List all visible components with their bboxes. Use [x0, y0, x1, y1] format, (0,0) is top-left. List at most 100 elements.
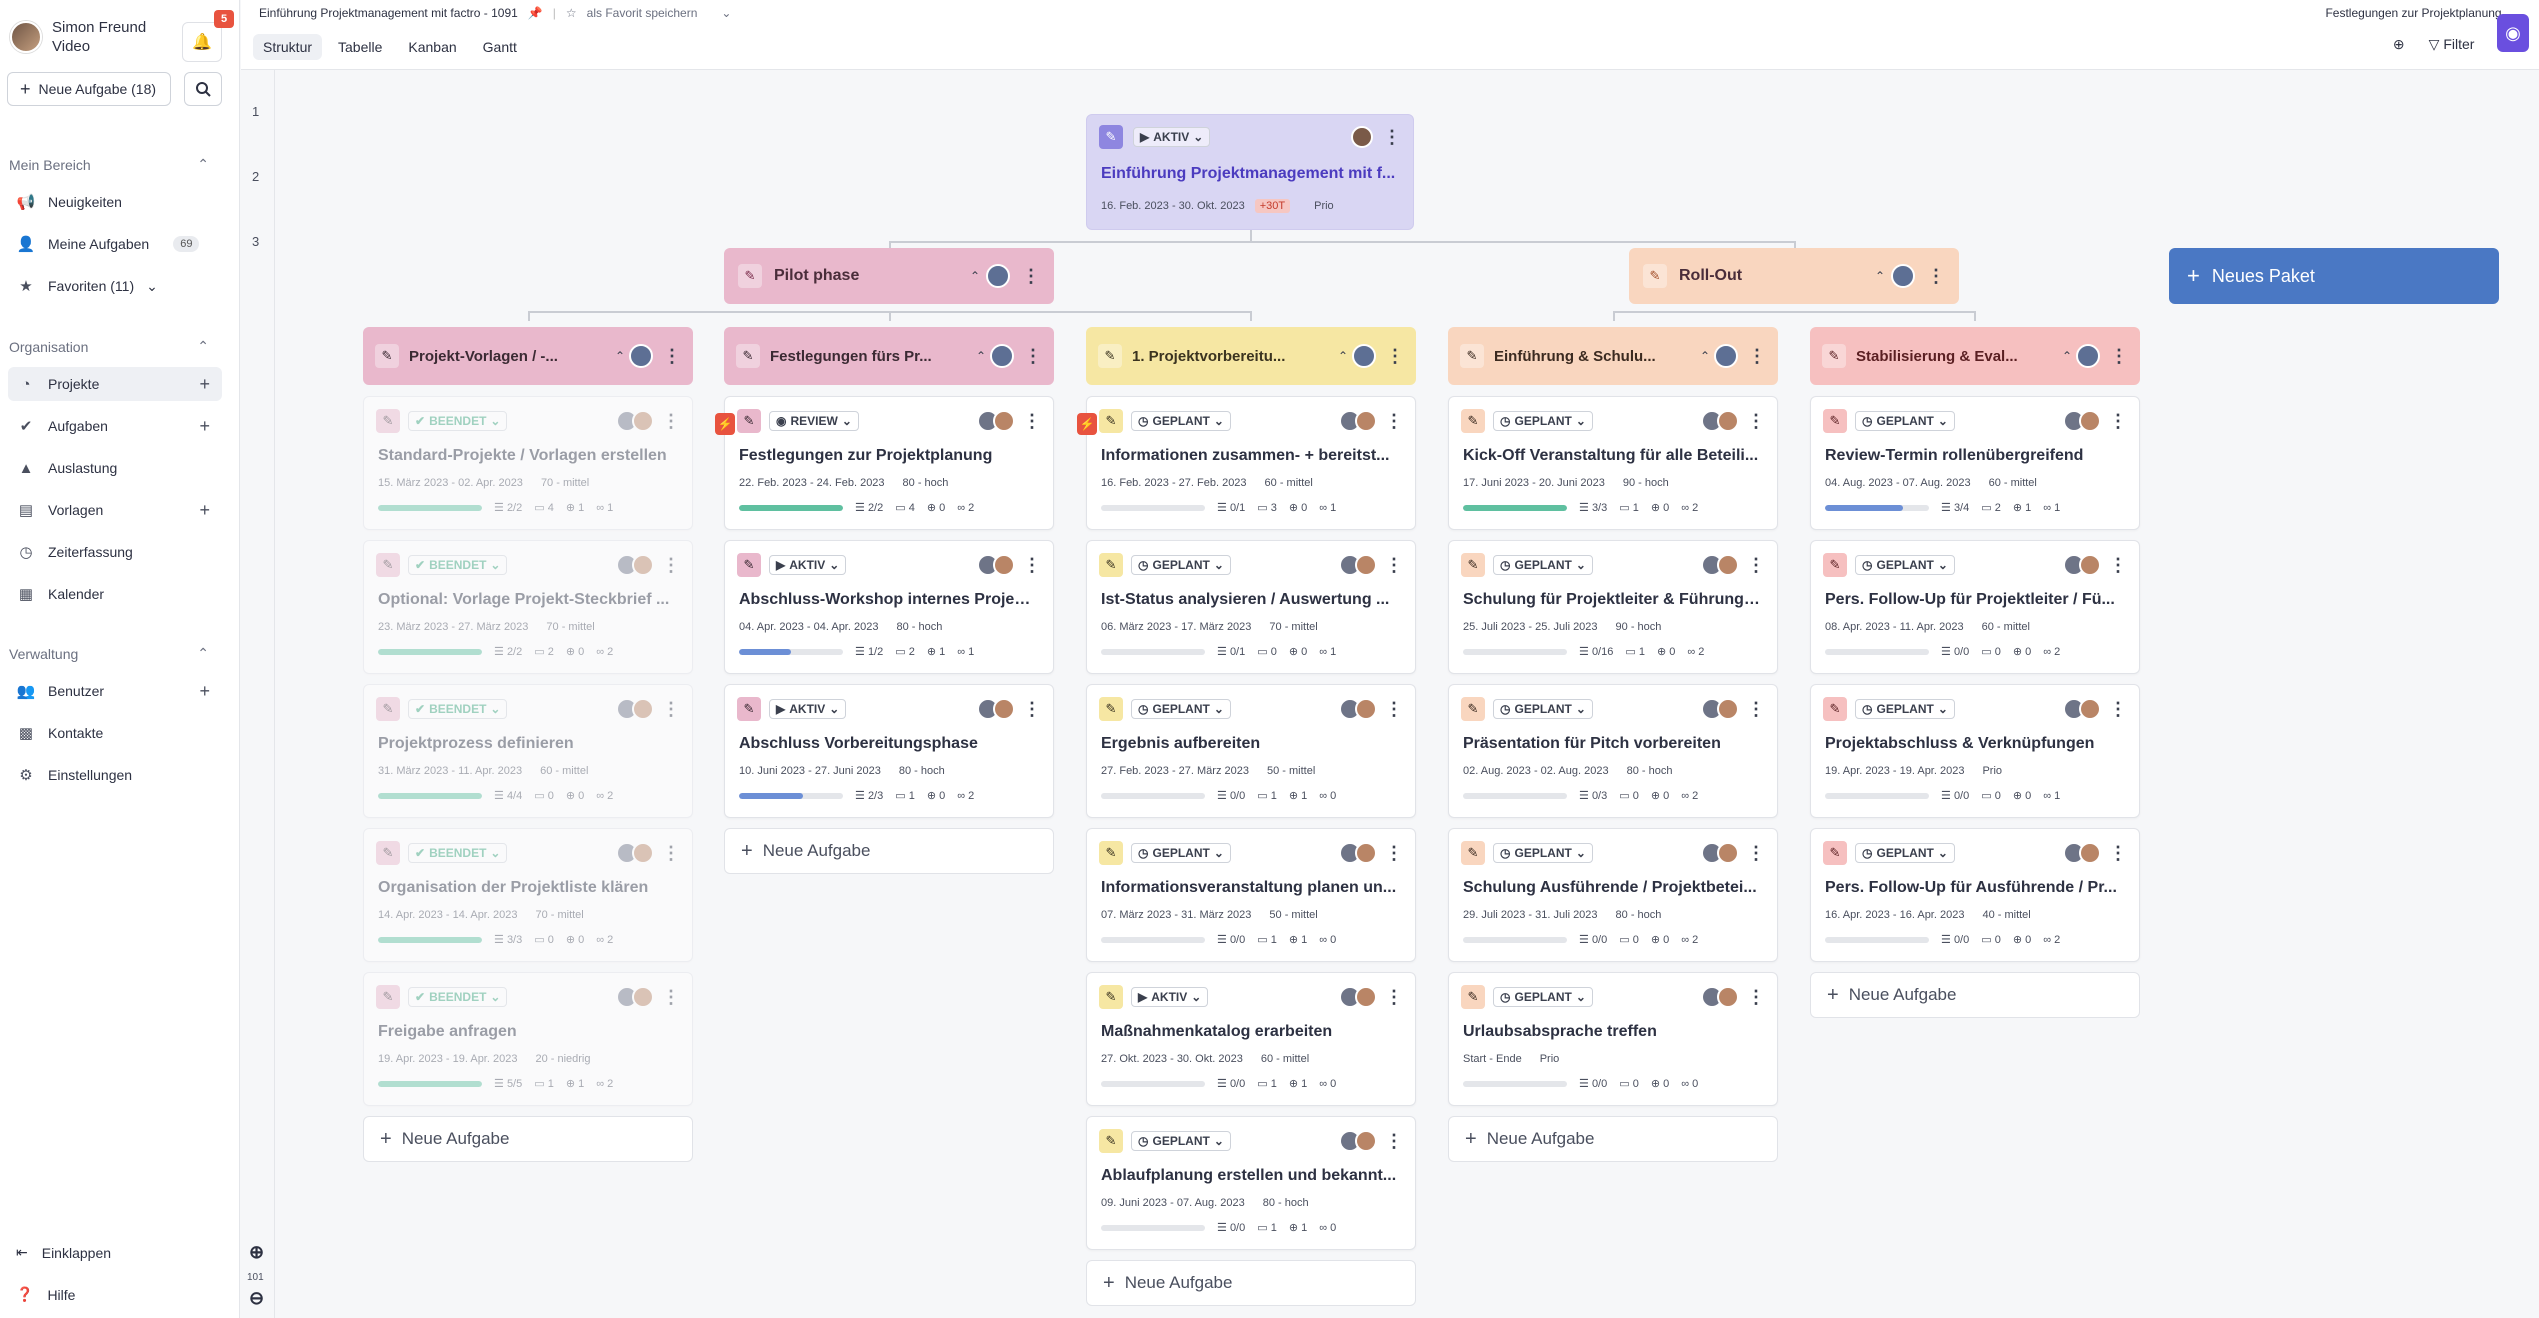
pencil-icon[interactable]: ✎: [738, 264, 762, 288]
task-card[interactable]: ✎ ◷ GEPLANT ⌄ ⋮ Präsentation für Pitch vorber…: [1448, 684, 1778, 818]
task-card[interactable]: ✎ ◷ GEPLANT ⌄ ⋮ Schulung für Projektleiter & …: [1448, 540, 1778, 674]
sidebar-item-auslastung[interactable]: ▲ Auslastung: [8, 451, 222, 485]
task-title[interactable]: Standard-Projekte / Vorlagen erstellen: [378, 447, 667, 464]
chevron-up-icon[interactable]: ⌃: [614, 349, 625, 363]
more-options-icon[interactable]: ⋮: [662, 555, 680, 575]
collapse-sidebar-button[interactable]: ⇤ Einklappen: [8, 1244, 111, 1261]
more-options-icon[interactable]: ⋮: [1747, 699, 1765, 719]
pencil-icon[interactable]: ✎: [1098, 344, 1122, 368]
more-options-icon[interactable]: ⋮: [1023, 699, 1041, 719]
status-dropdown[interactable]: ◷ GEPLANT ⌄: [1131, 699, 1231, 719]
assignee-avatars[interactable]: [1339, 554, 1377, 576]
add-task-button[interactable]: + Neue Aufgabe: [1810, 972, 2140, 1018]
task-title[interactable]: Projektabschluss & Verknüpfungen: [1825, 735, 2095, 752]
notifications-button[interactable]: 🔔: [182, 22, 222, 62]
assignee-avatars[interactable]: [1339, 842, 1377, 864]
more-options-icon[interactable]: ⋮: [1023, 555, 1041, 575]
task-card[interactable]: ✎ ◷ GEPLANT ⌄ ⋮ Schulung Ausführende / Projek…: [1448, 828, 1778, 962]
task-card[interactable]: ✎ ✔ BEENDET ⌄ ⋮ Freigabe anfragen 19. Apr. 202…: [363, 972, 693, 1106]
pencil-icon[interactable]: ✎: [375, 344, 399, 368]
task-title[interactable]: Pers. Follow-Up für Ausführende / Pr...: [1825, 879, 2117, 896]
add-task-button[interactable]: + Neue Aufgabe: [724, 828, 1054, 874]
assignee-avatars[interactable]: [616, 698, 654, 720]
more-options-icon[interactable]: ⋮: [1385, 987, 1403, 1007]
task-card[interactable]: ✎ ✔ BEENDET ⌄ ⋮ Projektprozess definieren 31. …: [363, 684, 693, 818]
status-dropdown[interactable]: ◷ GEPLANT ⌄: [1855, 699, 1955, 719]
chevron-down-icon[interactable]: ⌄: [721, 6, 732, 20]
sidebar-item-vorlagen[interactable]: ▤ Vorlagen +: [8, 493, 222, 527]
task-title[interactable]: Optional: Vorlage Projekt-Steckbrief ...: [378, 591, 670, 608]
zoom-out-icon[interactable]: ⊖: [249, 1288, 265, 1308]
sidebar-item-meine-aufgaben[interactable]: 👤 Meine Aufgaben 69: [8, 227, 222, 261]
more-options-icon[interactable]: ⋮: [662, 699, 680, 719]
task-card[interactable]: ✎ ✔ BEENDET ⌄ ⋮ Optional: Vorlage Projekt-Ste…: [363, 540, 693, 674]
pencil-icon[interactable]: ✎: [376, 409, 400, 433]
chevron-up-icon[interactable]: ⌃: [2061, 349, 2072, 363]
assignee-avatars[interactable]: [977, 410, 1015, 432]
assignee-avatars[interactable]: [2063, 410, 2101, 432]
status-dropdown[interactable]: ◷ GEPLANT ⌄: [1493, 699, 1593, 719]
pencil-icon[interactable]: ✎: [376, 841, 400, 865]
task-title[interactable]: Projektprozess definieren: [378, 735, 574, 752]
more-options-icon[interactable]: ⋮: [1385, 555, 1403, 575]
pencil-icon[interactable]: ✎: [1461, 553, 1485, 577]
task-title[interactable]: Schulung Ausführende / Projektbetei...: [1463, 879, 1757, 896]
assignee-avatars[interactable]: [2063, 842, 2101, 864]
new-package-button[interactable]: + Neues Paket: [2169, 248, 2499, 304]
task-title[interactable]: Abschluss-Workshop internes Projekt...: [739, 591, 1039, 608]
add-task-button[interactable]: + Neue Aufgabe: [1448, 1116, 1778, 1162]
add-circle-icon[interactable]: ⊕: [2392, 36, 2405, 52]
sidebar-item-aufgaben[interactable]: ✔ Aufgaben +: [8, 409, 222, 443]
more-options-icon[interactable]: ⋮: [1747, 555, 1765, 575]
sidebar-item-kalender[interactable]: ▦ Kalender: [8, 577, 222, 611]
more-options-icon[interactable]: ⋮: [2109, 555, 2127, 575]
factro-logo-button[interactable]: ◉: [2497, 14, 2529, 52]
assignee-avatars[interactable]: [977, 554, 1015, 576]
section-verwaltung[interactable]: Verwaltung ⌃: [9, 645, 209, 662]
assignee-avatars[interactable]: [1701, 698, 1739, 720]
pencil-icon[interactable]: ✎: [1461, 697, 1485, 721]
status-dropdown[interactable]: ◷ GEPLANT ⌄: [1131, 1131, 1231, 1151]
status-dropdown[interactable]: ◷ GEPLANT ⌄: [1131, 843, 1231, 863]
task-card[interactable]: ✎ ◷ GEPLANT ⌄ ⋮ Pers. Follow-Up für Projektle…: [1810, 540, 2140, 674]
task-card[interactable]: ✎ ✔ BEENDET ⌄ ⋮ Standard-Projekte / Vorlagen …: [363, 396, 693, 530]
status-dropdown[interactable]: ◷ GEPLANT ⌄: [1855, 411, 1955, 431]
help-button[interactable]: ❓ Hilfe: [8, 1286, 75, 1303]
task-card[interactable]: ✎ ◷ GEPLANT ⌄ ⋮ Kick-Off Veranstaltung für al…: [1448, 396, 1778, 530]
pencil-icon[interactable]: ✎: [1823, 409, 1847, 433]
save-favorite-link[interactable]: als Favorit speichern: [586, 6, 698, 20]
more-options-icon[interactable]: ⋮: [1927, 266, 1945, 286]
add-user-icon[interactable]: +: [199, 680, 210, 701]
search-button[interactable]: [184, 72, 222, 106]
add-task-button[interactable]: + Neue Aufgabe: [363, 1116, 693, 1162]
task-card[interactable]: ✎ ◷ GEPLANT ⌄ ⋮ Ablaufplanung erstellen und b…: [1086, 1116, 1416, 1250]
pencil-icon[interactable]: ✎: [1823, 697, 1847, 721]
status-dropdown[interactable]: ◷ GEPLANT ⌄: [1131, 555, 1231, 575]
status-dropdown[interactable]: ▶ AKTIV ⌄: [1131, 987, 1209, 1007]
task-title[interactable]: Präsentation für Pitch vorbereiten: [1463, 735, 1721, 752]
project-title[interactable]: Einführung Projektmanagement mit f...: [1101, 165, 1396, 182]
assignee-avatars[interactable]: [616, 554, 654, 576]
tab-gantt[interactable]: Gantt: [482, 39, 517, 55]
task-title[interactable]: Maßnahmenkatalog erarbeiten: [1101, 1023, 1333, 1040]
status-dropdown[interactable]: ✔ BEENDET ⌄: [408, 411, 508, 431]
more-options-icon[interactable]: ⋮: [663, 346, 681, 366]
task-title[interactable]: Freigabe anfragen: [378, 1023, 517, 1040]
add-task-icon[interactable]: +: [199, 415, 210, 436]
more-options-icon[interactable]: ⋮: [1747, 411, 1765, 431]
more-options-icon[interactable]: ⋮: [662, 411, 680, 431]
more-options-icon[interactable]: ⋮: [1385, 1131, 1403, 1151]
task-title[interactable]: Schulung für Projektleiter & Führungs...: [1463, 591, 1763, 608]
pencil-icon[interactable]: ✎: [1823, 841, 1847, 865]
task-title[interactable]: Kick-Off Veranstaltung für alle Beteili.…: [1463, 447, 1759, 464]
sidebar-item-zeiterfassung[interactable]: ◷ Zeiterfassung: [8, 535, 222, 569]
assignee-avatars[interactable]: [1339, 1130, 1377, 1152]
pencil-icon[interactable]: ✎: [1099, 985, 1123, 1009]
chevron-up-icon[interactable]: ⌃: [1337, 349, 1348, 363]
assignee-avatars[interactable]: [1701, 554, 1739, 576]
assignee-avatars[interactable]: [616, 410, 654, 432]
assignee-avatars[interactable]: [1339, 410, 1377, 432]
package-card[interactable]: ✎ Projekt-Vorlagen / -... ⌃ ⋮: [363, 327, 693, 385]
status-dropdown[interactable]: ▶ AKTIV ⌄: [1133, 127, 1211, 147]
task-title[interactable]: Urlaubsabsprache treffen: [1463, 1023, 1657, 1040]
